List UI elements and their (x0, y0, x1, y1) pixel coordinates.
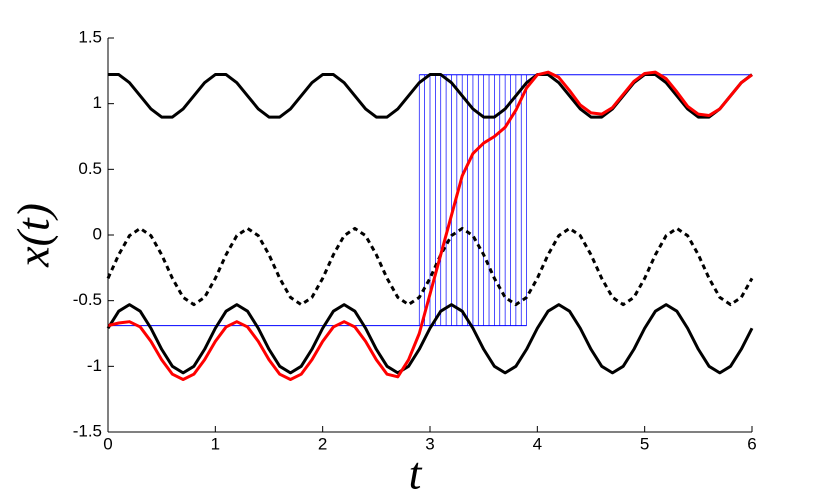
series-line (107, 70, 753, 381)
y-tick-label: -1 (87, 356, 102, 375)
x-tick-label: 1 (211, 434, 220, 453)
y-axis-label: x(t) (8, 203, 59, 268)
x-tick-label: 0 (103, 434, 112, 453)
x-tick-label: 5 (640, 434, 649, 453)
series-line (106, 226, 754, 307)
y-tick-label: -1.5 (73, 421, 102, 440)
y-tick-label: 1.5 (78, 27, 102, 46)
x-tick-label: 6 (747, 434, 756, 453)
x-tick-label: 2 (318, 434, 327, 453)
y-tick-label: 0 (93, 224, 102, 243)
y-tick-label: -0.5 (73, 290, 102, 309)
x-tick-label: 3 (425, 434, 434, 453)
x-tick-label: 4 (533, 434, 542, 453)
series-line (106, 303, 754, 375)
y-tick-label: 1 (93, 93, 102, 112)
x-axis-label: t (409, 448, 423, 496)
y-tick-label: 0.5 (78, 159, 102, 178)
